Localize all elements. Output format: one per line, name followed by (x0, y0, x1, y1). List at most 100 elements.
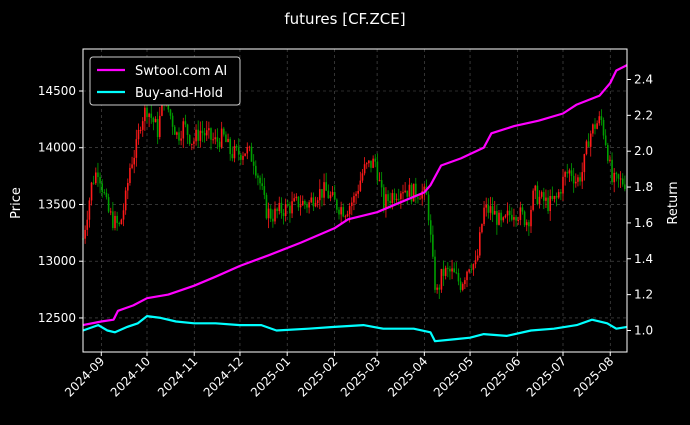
candle-body (415, 183, 417, 198)
candle-body (402, 192, 404, 194)
candle-body (613, 172, 615, 183)
candle-body (109, 211, 112, 213)
candle-body (523, 211, 526, 226)
candle-body (530, 209, 532, 227)
candle-body (427, 194, 430, 221)
candle-body (131, 164, 133, 168)
candle-body (152, 117, 155, 123)
candle-body (378, 180, 381, 182)
candle-body (404, 190, 406, 193)
candle-body (331, 192, 334, 196)
candle-body (393, 193, 396, 201)
candle-body (553, 195, 556, 199)
candle-body (602, 119, 605, 136)
candle-body (560, 192, 562, 194)
candle-body (159, 115, 161, 137)
candle-body (287, 204, 289, 206)
candle-body (289, 205, 291, 214)
candle-body (464, 280, 466, 285)
candle-body (421, 190, 423, 199)
candle-body (587, 141, 590, 147)
candle-body (280, 202, 283, 214)
candle-body (242, 155, 244, 160)
candle-body (114, 215, 116, 228)
candle-body (461, 284, 464, 290)
candle-body (440, 268, 443, 290)
candle-body (212, 139, 214, 141)
candle-body (506, 210, 509, 216)
candle-body (472, 264, 475, 270)
candle-body (400, 193, 402, 200)
candle-body (210, 128, 212, 140)
candle-body (502, 217, 505, 221)
candle-body (470, 269, 473, 271)
candle-body (203, 133, 206, 136)
candle-body (154, 118, 157, 123)
candle-body (227, 138, 229, 143)
candle-body (615, 172, 618, 175)
candle-body (327, 190, 330, 199)
candle-body (137, 129, 140, 140)
candle-body (575, 181, 577, 184)
candle-body (261, 183, 263, 187)
plot-frame (82, 48, 628, 353)
candle-body (438, 287, 441, 290)
candle-body (504, 215, 507, 218)
candle-body (342, 207, 345, 217)
candle-body (257, 175, 259, 178)
candle-body (274, 208, 276, 222)
candle-body (551, 195, 554, 199)
candle-body (611, 159, 613, 183)
candle-body (223, 128, 225, 135)
candle-body (340, 207, 342, 215)
candle-body (496, 210, 498, 225)
candle-body (536, 185, 539, 205)
candle-body (312, 197, 315, 207)
candle-body (491, 206, 494, 215)
candle-body (408, 184, 411, 197)
candle-body (218, 141, 221, 148)
candle-body (144, 107, 146, 122)
candle-body (124, 190, 127, 211)
y-right-tick-label: 2.0 (634, 144, 653, 158)
candle-body (259, 177, 261, 184)
y-right-tick-label: 1.6 (634, 216, 653, 230)
candle-body (103, 191, 106, 194)
candle-body (214, 137, 217, 140)
candle-body (180, 138, 182, 141)
candle-body (282, 213, 285, 217)
candle-body (120, 219, 123, 225)
candle-body (99, 177, 101, 184)
candle-body (299, 205, 302, 208)
candle-body (372, 158, 374, 168)
candle-body (86, 219, 89, 230)
candle-body (319, 189, 321, 201)
candle-body (205, 130, 208, 136)
candle-body (370, 160, 372, 168)
candle-body (581, 172, 583, 182)
candle-body (545, 197, 547, 201)
y-right-tick-label: 1.4 (634, 252, 653, 266)
candle-body (436, 287, 438, 290)
candle-body (269, 208, 272, 219)
candle-body (534, 185, 537, 191)
candle-body (481, 224, 483, 233)
candle-body (423, 186, 426, 191)
candle-body (519, 207, 522, 220)
series-line-1 (82, 315, 628, 343)
candle-body (231, 154, 234, 159)
candle-body (609, 159, 611, 161)
candle-body (363, 164, 366, 174)
candle-body (570, 170, 573, 176)
candle-body (596, 123, 598, 129)
candle-body (368, 160, 370, 164)
candle-body (191, 143, 193, 145)
candle-body (141, 121, 144, 130)
candle-body (617, 174, 620, 179)
candle-body (235, 146, 238, 148)
candle-body (199, 130, 202, 141)
candle-body (357, 190, 359, 194)
candle-body (161, 100, 163, 116)
candle-body (92, 182, 95, 184)
candle-body (201, 130, 204, 134)
